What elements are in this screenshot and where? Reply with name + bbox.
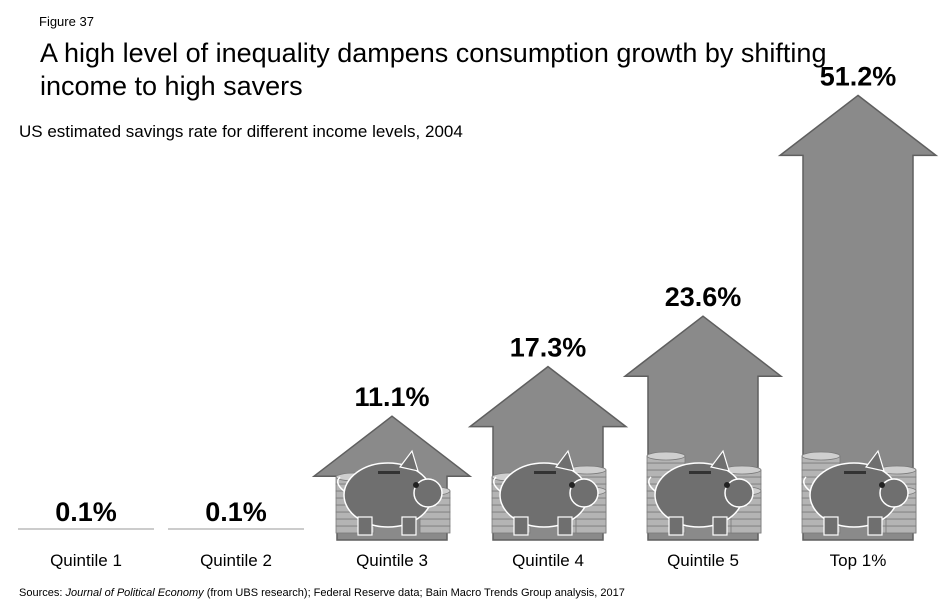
coin — [575, 525, 607, 534]
data-label: 51.2% — [820, 61, 897, 91]
coin-top — [801, 451, 841, 461]
coin-top — [646, 451, 686, 461]
pig-leg — [867, 516, 883, 536]
coin — [730, 518, 762, 527]
pig-leg — [557, 516, 573, 536]
bar-arrow — [777, 94, 939, 541]
pig-slot — [378, 471, 400, 474]
pig-ear — [709, 449, 730, 472]
source-journal: Journal of Political Economy — [65, 587, 204, 599]
chart-title: A high level of inequality dampens consu… — [40, 38, 827, 101]
pig-leg — [712, 516, 728, 536]
pig-leg — [401, 516, 417, 536]
savings-illustration — [335, 449, 451, 536]
pig-tail — [803, 476, 811, 492]
coin — [885, 525, 917, 534]
pig-eye — [724, 482, 730, 488]
pig-snout — [569, 478, 599, 508]
category-label: Quintile 1 — [50, 551, 122, 570]
data-label: 0.1% — [205, 497, 267, 527]
source-prefix: Sources: — [19, 587, 66, 599]
source-note: Sources: Journal of Political Economy (f… — [19, 587, 625, 599]
pig-eye — [569, 482, 575, 488]
data-label: 11.1% — [354, 382, 429, 412]
savings-illustration — [801, 449, 917, 536]
pig-leg — [668, 516, 684, 536]
pig-tail — [337, 476, 345, 492]
chart-subtitle: US estimated savings rate for different … — [19, 122, 463, 141]
pig-ear — [398, 449, 419, 472]
data-label: 0.1% — [55, 497, 117, 527]
piggy-bank-icon — [648, 449, 754, 536]
pig-ear — [864, 449, 885, 472]
pig-snout — [724, 478, 754, 508]
piggy-bank-icon — [493, 449, 599, 536]
pig-leg — [357, 516, 373, 536]
category-label: Quintile 5 — [667, 551, 739, 570]
coin — [885, 518, 917, 527]
savings-illustration — [491, 449, 607, 536]
source-rest: (from UBS research); Federal Reserve dat… — [203, 587, 625, 599]
pig-slot — [844, 471, 866, 474]
category-label: Top 1% — [830, 551, 887, 570]
piggy-bank-icon — [803, 449, 909, 536]
coin — [419, 525, 451, 534]
pig-ear — [554, 449, 575, 472]
piggy-bank-icon — [337, 449, 443, 536]
pig-eye — [413, 482, 419, 488]
pig-eye — [879, 482, 885, 488]
pig-leg — [823, 516, 839, 536]
data-label: 17.3% — [510, 333, 587, 363]
coin — [575, 518, 607, 527]
pig-snout — [879, 478, 909, 508]
pig-snout — [413, 478, 443, 508]
data-label: 23.6% — [665, 282, 742, 312]
pig-tail — [648, 476, 656, 492]
pig-tail — [493, 476, 501, 492]
figure-label: Figure 37 — [39, 14, 94, 29]
coin — [419, 518, 451, 527]
pig-leg — [513, 516, 529, 536]
category-label: Quintile 2 — [200, 551, 272, 570]
savings-illustration — [646, 449, 762, 536]
pig-slot — [689, 471, 711, 474]
pig-slot — [534, 471, 556, 474]
category-label: Quintile 4 — [512, 551, 584, 570]
category-label: Quintile 3 — [356, 551, 428, 570]
coin — [730, 525, 762, 534]
